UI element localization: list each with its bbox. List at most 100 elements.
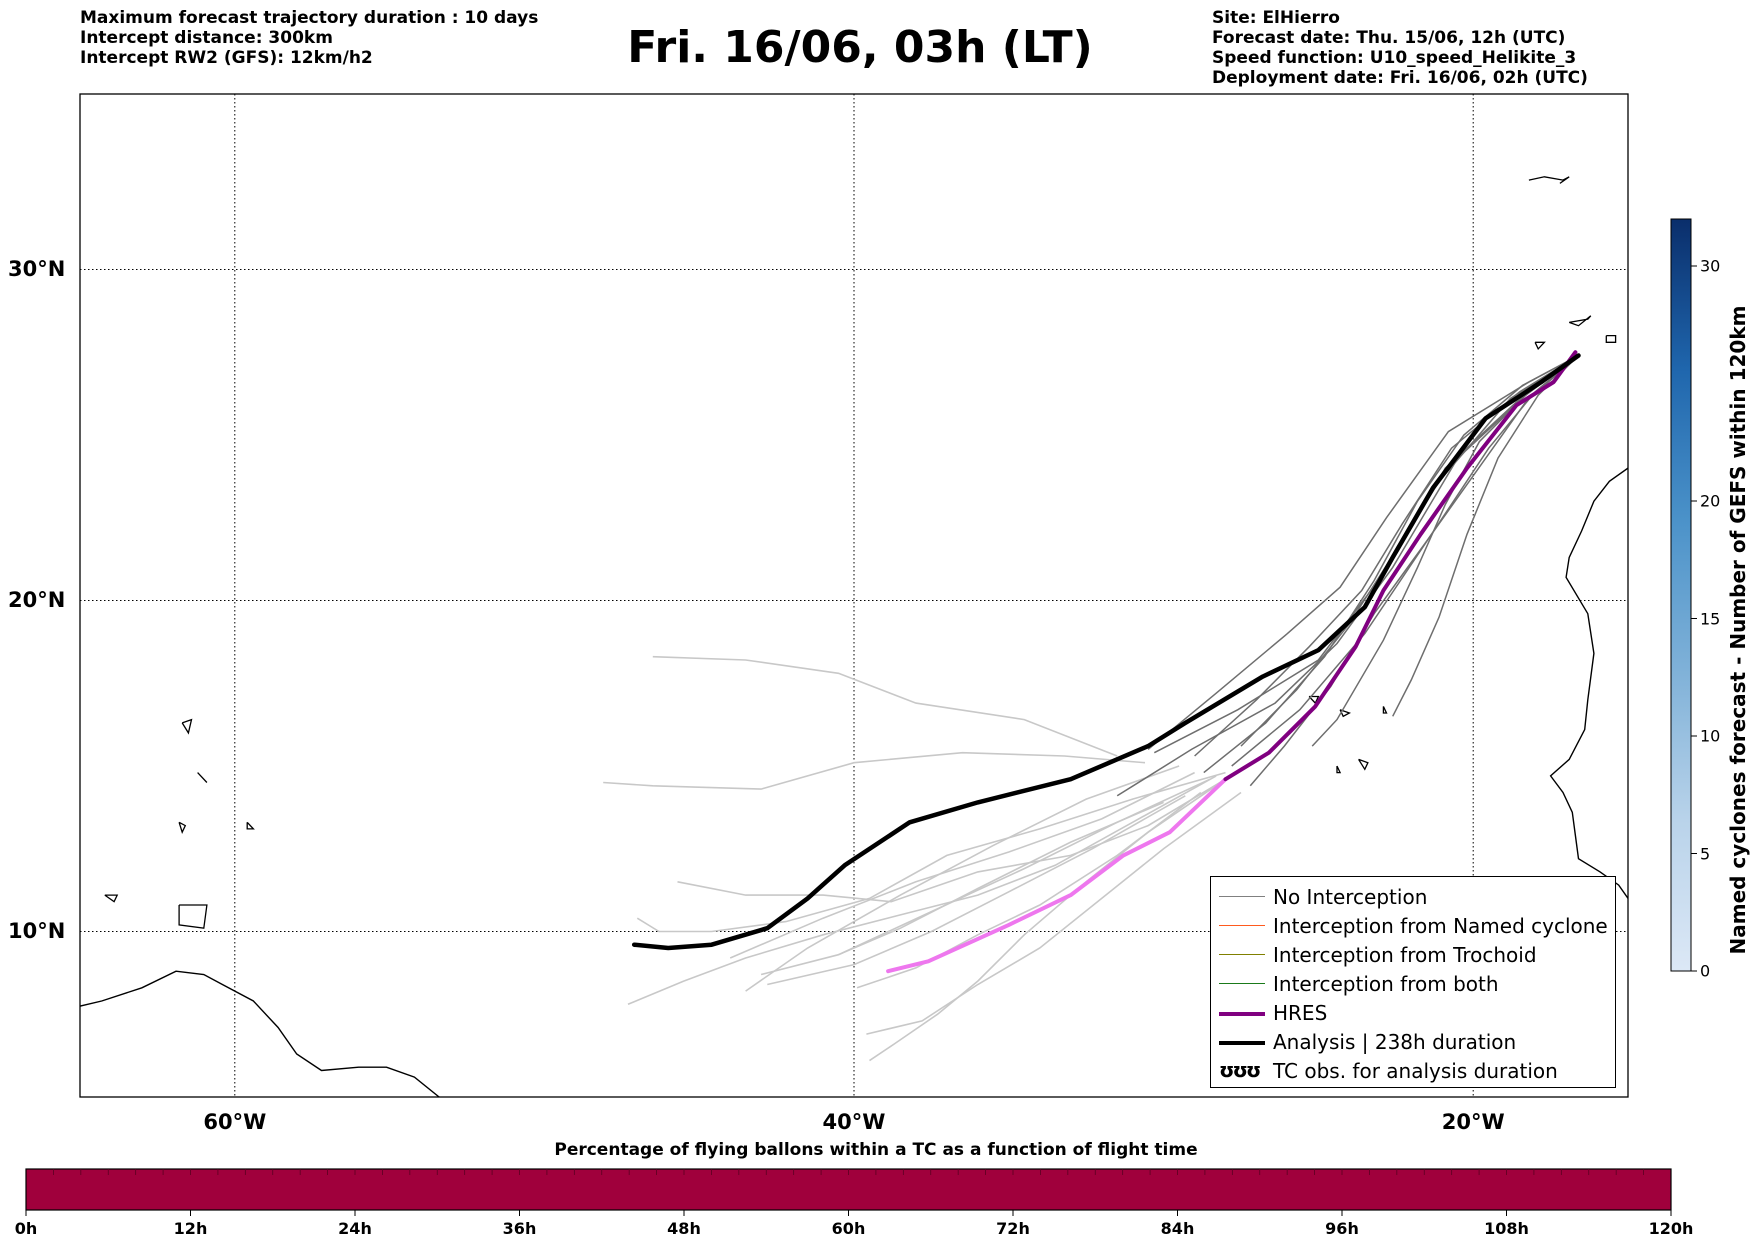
colorbar-label: Named cyclones forecast - Number of GEFS…	[1726, 305, 1750, 955]
legend-line-swatch	[1219, 1012, 1265, 1016]
island-outline	[104, 894, 119, 903]
flight-time-tick-label: 120h	[1648, 1219, 1694, 1238]
island-outline	[1534, 341, 1546, 351]
colorbar-tick-label: 20	[1700, 491, 1721, 511]
legend-item: Interception from Named cyclone	[1211, 912, 1615, 941]
header-line-intercept: Intercept RW2 (GFS): 12km/h2	[80, 48, 373, 68]
lon-tick-label: 60°W	[203, 1110, 267, 1134]
flight-time-tick-label: 60h	[831, 1219, 866, 1238]
ensemble-trajectory	[1153, 354, 1579, 754]
ensemble-trajectory-faded	[767, 795, 1186, 986]
ensemble-trajectory-faded	[627, 775, 1217, 1006]
legend-item: Interception from both	[1211, 970, 1615, 999]
legend: No Interception Interception from Named c…	[1210, 876, 1616, 1088]
island-outline	[1568, 315, 1592, 327]
legend-item: HRES	[1211, 999, 1615, 1028]
island-outline	[181, 718, 193, 735]
flight-time-tick-label: 48h	[667, 1219, 701, 1238]
island-outline	[178, 904, 208, 929]
ensemble-trajectory-faded	[838, 801, 1164, 956]
hres-trajectory	[1223, 350, 1578, 782]
header-line-site: Site: ElHierro	[1212, 8, 1340, 28]
legend-item: Analysis | 238h duration	[1211, 1028, 1615, 1057]
header-line-duration: Maximum forecast trajectory duration : 1…	[80, 8, 539, 28]
ensemble-trajectory-faded	[603, 751, 1146, 790]
lat-tick-label: 10°N	[8, 919, 66, 944]
legend-line-swatch	[1219, 925, 1265, 926]
colorbar-ticks	[25, 1169, 1672, 1216]
ensemble-trajectory-faded	[745, 765, 1180, 992]
flight-time-tick-label: 108h	[1484, 1219, 1529, 1238]
island-outline	[178, 821, 187, 834]
lat-tick-label: 30°N	[8, 257, 66, 282]
ensemble-trajectory	[1311, 354, 1579, 747]
legend-line-swatch	[1219, 983, 1265, 984]
coastlines	[80, 176, 1663, 1097]
ensemble-trajectory-faded	[869, 778, 1226, 1062]
lon-tick-label: 40°W	[822, 1110, 886, 1134]
legend-item: No Interception	[1211, 883, 1615, 912]
flight-time-tick-label: 24h	[338, 1219, 372, 1238]
grid-lines	[80, 94, 1628, 1097]
flight-time-tick-label: 96h	[1325, 1219, 1359, 1238]
island-outline	[1382, 706, 1388, 714]
cyclone-count-colorbar	[1670, 218, 1697, 972]
ensemble-trajectory-faded	[652, 655, 1118, 757]
legend-item: Interception from Trochoid	[1211, 941, 1615, 970]
colorbar-tick-label: 30	[1700, 256, 1721, 276]
header-info-right: Site: ElHierro Forecast date: Thu. 15/06…	[1212, 8, 1588, 88]
ensemble-trajectory	[1147, 354, 1579, 750]
colorbar-tick-label: 5	[1700, 844, 1711, 863]
flight-time-tick-label: 0h	[14, 1219, 38, 1238]
island-outline	[1358, 758, 1369, 771]
flight-time-colorbar-title: Percentage of flying ballons within a TC…	[554, 1140, 1198, 1160]
header-line-deployment-date: Deployment date: Fri. 16/06, 02h (UTC)	[1212, 68, 1588, 88]
header-line-speed-function: Speed function: U10_speed_Helikite_3	[1212, 48, 1577, 68]
flight-time-tick-label: 12h	[173, 1219, 208, 1238]
coastline-south-america	[80, 970, 441, 1097]
island-outline	[1647, 313, 1663, 326]
tc-obs-symbol-icon: ʊʊʊ	[1219, 1058, 1261, 1082]
legend-item-label: Interception from both	[1273, 972, 1499, 996]
island-outline	[1528, 176, 1570, 184]
trajectories	[603, 350, 1581, 1062]
legend-item-label: HRES	[1273, 1001, 1328, 1025]
island-outline	[197, 772, 208, 783]
legend-item-label: TC obs. for analysis duration	[1273, 1059, 1558, 1083]
flight-time-tick-label: 84h	[1160, 1219, 1195, 1238]
colorbar-tick-label: 10	[1700, 726, 1721, 746]
legend-line-swatch	[1219, 896, 1265, 897]
map-title: Fri. 16/06, 03h (LT)	[627, 22, 1093, 73]
colorbar-bar	[25, 1168, 1672, 1211]
legend-item: ʊʊʊ TC obs. for analysis duration	[1211, 1057, 1615, 1086]
island-outline	[1336, 765, 1342, 774]
legend-item-label: No Interception	[1273, 885, 1428, 909]
coastline-africa	[1549, 467, 1628, 899]
ensemble-trajectory	[1249, 354, 1579, 787]
legend-item-label: Interception from Trochoid	[1273, 943, 1537, 967]
legend-line-swatch	[1219, 954, 1265, 955]
colorbar-tick-label: 15	[1700, 609, 1721, 628]
ensemble-trajectory-faded	[866, 791, 1242, 1035]
ensemble-trajectory	[1194, 354, 1579, 757]
header-info-left: Maximum forecast trajectory duration : 1…	[80, 8, 538, 68]
header-line-distance: Intercept distance: 300km	[80, 28, 333, 48]
map-frame	[79, 93, 1629, 1098]
header-line-forecast-date: Forecast date: Thu. 15/06, 12h (UTC)	[1212, 28, 1566, 48]
lat-tick-label: 20°N	[8, 588, 66, 613]
island-outline	[1605, 334, 1617, 343]
colorbar-gradient	[1670, 218, 1692, 972]
legend-item-label: Interception from Named cyclone	[1273, 914, 1608, 938]
hres-trajectory-late	[886, 777, 1228, 974]
colorbar-tick-label: 0	[1700, 961, 1711, 981]
island-outline	[1308, 695, 1320, 705]
ensemble-trajectory-faded	[636, 771, 1226, 933]
analysis-trajectory	[631, 353, 1581, 951]
ensemble-trajectory	[1392, 354, 1580, 717]
ensemble-trajectory-faded	[677, 778, 1226, 903]
flight-time-colorbar	[25, 1168, 1672, 1211]
legend-item-label: Analysis | 238h duration	[1273, 1030, 1517, 1054]
flight-time-tick-label: 72h	[996, 1219, 1030, 1238]
lon-tick-label: 20°W	[1441, 1110, 1505, 1134]
